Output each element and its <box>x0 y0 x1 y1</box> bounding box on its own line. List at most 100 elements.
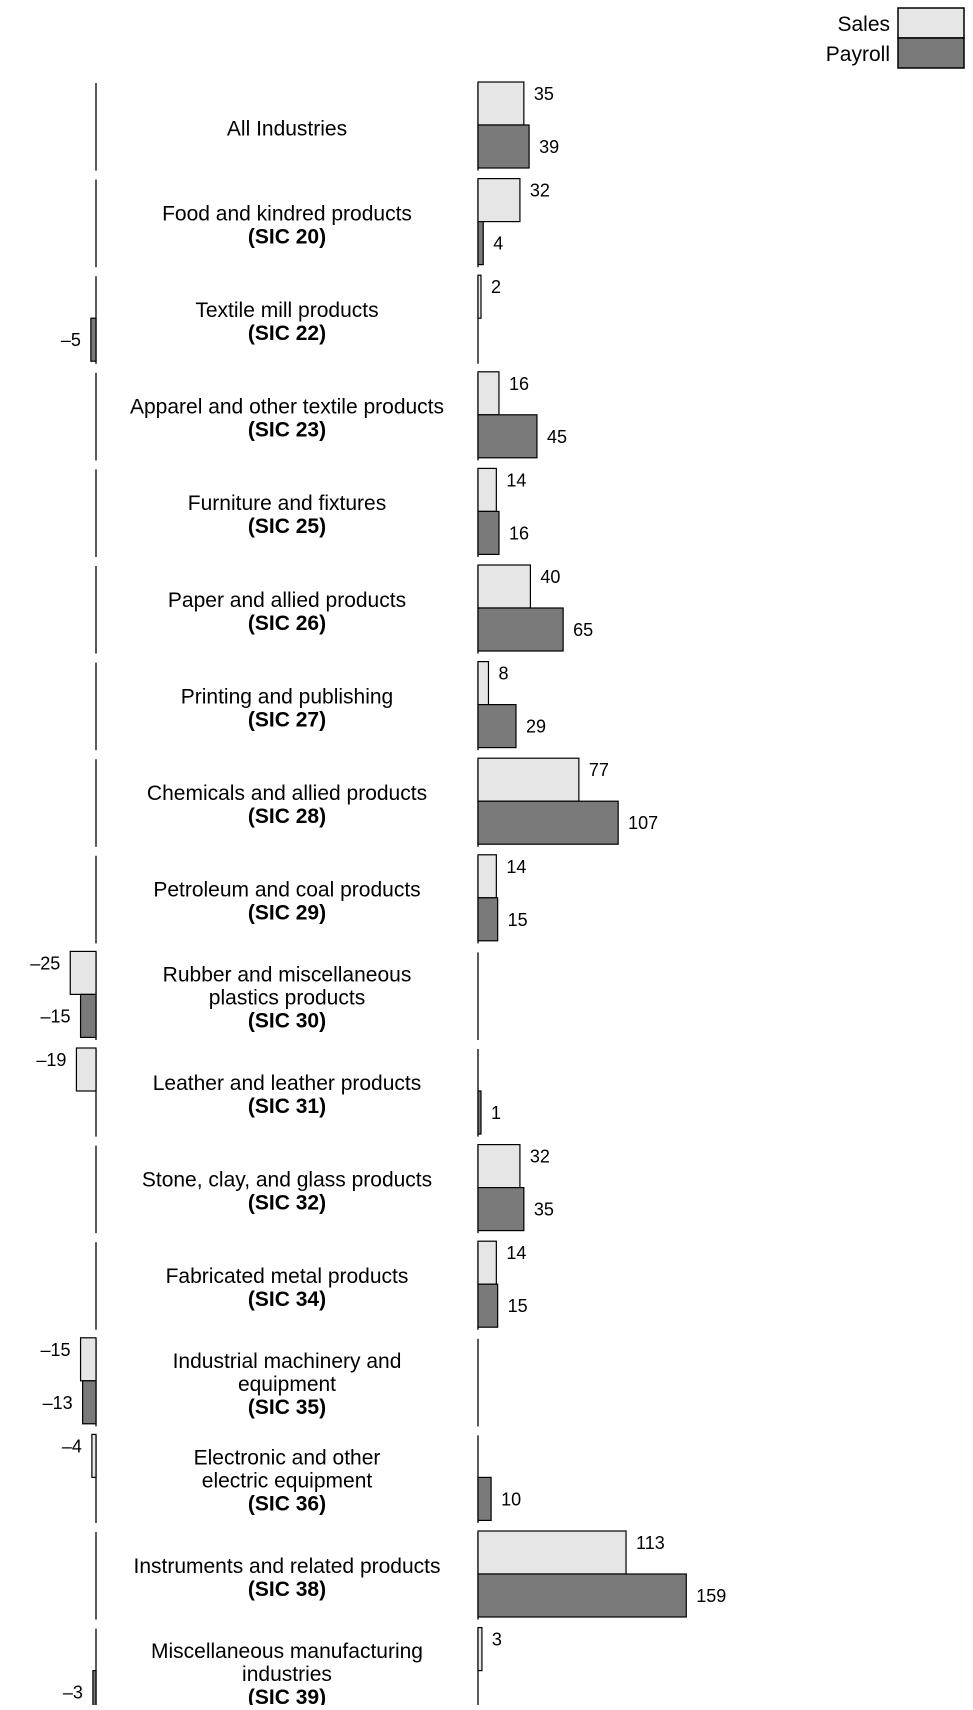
bar-payroll <box>477 124 530 169</box>
category-label: industries <box>242 1663 332 1686</box>
bar-payroll <box>477 414 538 459</box>
category-label: (SIC 25) <box>248 515 326 538</box>
value-label-sales: 14 <box>506 470 526 490</box>
category-label: (SIC 27) <box>248 708 326 731</box>
value-label-payroll: –13 <box>43 1393 73 1413</box>
value-label-sales: 2 <box>491 277 501 297</box>
bar-sales <box>79 1337 97 1382</box>
bar-sales <box>477 564 532 609</box>
value-label-sales: 32 <box>530 181 550 201</box>
category-label: Miscellaneous manufacturing <box>151 1640 423 1663</box>
bar-sales <box>75 1047 97 1092</box>
value-label-payroll: 16 <box>509 523 529 543</box>
value-label-payroll: 29 <box>526 717 546 737</box>
value-label-sales: 113 <box>636 1533 665 1553</box>
category-label: Textile mill products <box>195 299 378 322</box>
category-label: Apparel and other textile products <box>130 396 444 419</box>
category-label: (SIC 36) <box>248 1493 326 1516</box>
bar-sales <box>477 1143 521 1189</box>
bar-payroll <box>92 1669 97 1710</box>
bar-payroll <box>477 1573 687 1618</box>
category-label: Furniture and fixtures <box>188 492 386 515</box>
category-label: (SIC 30) <box>248 1010 326 1033</box>
bar-payroll <box>477 703 517 749</box>
category-label: (SIC 28) <box>248 805 326 828</box>
category-label: electric equipment <box>202 1470 373 1493</box>
category-label: (SIC 20) <box>248 225 326 248</box>
category-label: (SIC 32) <box>248 1191 326 1214</box>
value-label-payroll: 107 <box>628 813 658 833</box>
value-label-sales: 8 <box>498 664 508 684</box>
category-label: (SIC 26) <box>248 612 326 635</box>
category-label: Industrial machinery and <box>173 1350 402 1373</box>
value-label-payroll: 159 <box>696 1586 726 1606</box>
bar-payroll <box>477 1186 525 1232</box>
category-label: (SIC 34) <box>248 1288 326 1311</box>
value-label-sales: 32 <box>530 1147 550 1167</box>
value-label-payroll: 15 <box>508 910 528 930</box>
bar-sales <box>91 1433 97 1479</box>
value-label-sales: –19 <box>36 1050 66 1070</box>
value-label-sales: –4 <box>62 1436 82 1456</box>
bar-payroll <box>477 1090 482 1135</box>
bar-payroll <box>90 317 97 362</box>
bar-sales <box>477 371 500 416</box>
bar-payroll <box>477 510 500 555</box>
bar-sales <box>477 81 525 126</box>
bar-sales <box>69 950 97 996</box>
bar-sales <box>477 1530 627 1575</box>
category-label: Food and kindred products <box>162 202 412 225</box>
value-label-payroll: 4 <box>493 234 503 254</box>
value-label-payroll: 65 <box>573 620 593 640</box>
value-label-payroll: 1 <box>491 1103 501 1123</box>
category-label: Paper and allied products <box>168 589 406 612</box>
bar-sales <box>477 1626 483 1672</box>
legend-swatch-sales <box>897 7 965 39</box>
value-label-sales: 14 <box>506 1243 526 1263</box>
bar-payroll <box>82 1380 97 1425</box>
category-label: Chemicals and allied products <box>147 782 427 805</box>
legend-label-sales: Sales <box>837 13 890 36</box>
category-label: equipment <box>238 1373 336 1396</box>
value-label-payroll: –3 <box>63 1683 83 1703</box>
legend-label-payroll: Payroll <box>826 43 890 66</box>
value-label-payroll: –15 <box>41 1006 71 1026</box>
bar-payroll <box>477 1283 499 1328</box>
category-label: (SIC 31) <box>248 1095 326 1118</box>
value-label-payroll: 35 <box>534 1200 554 1220</box>
bar-payroll <box>477 607 564 652</box>
legend-swatch-payroll <box>897 37 965 69</box>
category-label: Printing and publishing <box>181 685 393 708</box>
value-label-sales: 16 <box>509 374 529 394</box>
value-label-sales: 40 <box>540 567 560 587</box>
category-label: Instruments and related products <box>133 1555 440 1578</box>
category-label: Fabricated metal products <box>166 1265 409 1288</box>
value-label-sales: 77 <box>589 760 609 780</box>
bar-sales <box>477 178 521 223</box>
value-label-payroll: –5 <box>61 330 81 350</box>
bar-payroll <box>79 993 97 1039</box>
category-label: All Industries <box>227 117 347 140</box>
category-label: (SIC 38) <box>248 1578 326 1601</box>
value-label-payroll: 10 <box>501 1489 521 1509</box>
bar-sales <box>477 854 497 899</box>
bar-payroll <box>477 897 499 942</box>
bar-payroll <box>477 800 619 845</box>
category-label: Electronic and other <box>194 1447 381 1470</box>
value-label-sales: –25 <box>30 953 60 973</box>
bar-sales <box>477 757 580 802</box>
value-label-sales: 14 <box>506 857 526 877</box>
bar-sales <box>477 467 497 512</box>
category-label: Leather and leather products <box>153 1072 422 1095</box>
category-label: Rubber and miscellaneous <box>163 964 412 987</box>
category-label: (SIC 35) <box>248 1396 326 1419</box>
bar-sales <box>477 660 490 706</box>
category-label: (SIC 29) <box>248 902 326 925</box>
value-label-payroll: 39 <box>539 137 559 157</box>
category-label: (SIC 22) <box>248 322 326 345</box>
value-label-sales: –15 <box>41 1340 71 1360</box>
value-label-sales: 3 <box>492 1630 502 1650</box>
category-label: (SIC 23) <box>248 419 326 442</box>
